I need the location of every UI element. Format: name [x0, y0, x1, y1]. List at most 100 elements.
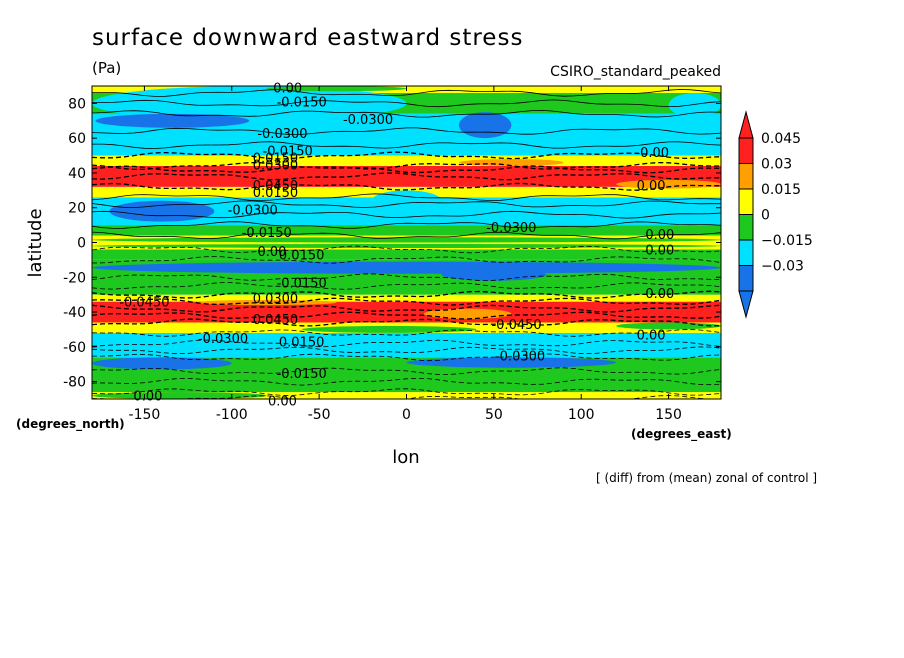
colorbar-bottom-arrow — [738, 290, 754, 319]
field-feature-7 — [616, 179, 721, 189]
contour-label-24: 0.00 — [637, 329, 666, 344]
contour-label-20: 0.0300 — [253, 292, 299, 307]
colorbar: 0.045 0.03 0.015 0 −0.015 −0.03 — [738, 110, 813, 319]
contour-line-18 — [92, 367, 721, 375]
contour-label-11: -0.0300 — [228, 203, 278, 218]
chart-subtitle: CSIRO_standard_peaked — [550, 64, 721, 80]
contour-line-14 — [92, 151, 721, 160]
contour-line-11 — [92, 193, 721, 202]
contour-label-16: 0.0150 — [279, 249, 325, 264]
contour-label-30: 0.00 — [268, 395, 297, 410]
x-tick-label-2: -50 — [308, 407, 331, 423]
contour-label-6: 0.0300 — [253, 158, 299, 173]
band-12 — [92, 165, 721, 187]
colorbar-segment-4 — [738, 239, 754, 266]
contour-line-22 — [92, 304, 721, 313]
x-tick-label-5: 100 — [568, 407, 595, 423]
field-feature-8 — [371, 190, 442, 212]
field-feature-16 — [423, 308, 512, 320]
field-feature-18 — [301, 325, 477, 333]
contour-line-19 — [92, 346, 721, 355]
contour-label-29: 0.00 — [133, 390, 162, 405]
contour-label-1: -0.0150 — [277, 96, 327, 111]
field-feature-4 — [336, 134, 459, 156]
y-axis-label: latitude — [25, 208, 46, 277]
y-tick-label-4: 0 — [77, 236, 86, 252]
colorbar-tick-label-4: −0.015 — [761, 233, 813, 249]
colorbar-tick-label-0: 0.045 — [761, 131, 801, 147]
colorbar-segment-3 — [738, 214, 754, 241]
x-tick-label-6: 150 — [655, 407, 682, 423]
contour-label-17: 0.00 — [645, 243, 674, 258]
contour-line-16 — [92, 89, 721, 97]
chart-units: (Pa) — [92, 59, 121, 77]
contour-line-17 — [92, 377, 721, 386]
field-feature-23 — [406, 357, 617, 368]
contour-line-31 — [92, 99, 721, 108]
contour-label-10: 0.00 — [637, 179, 666, 194]
footer-note: [ (diff) from (mean) zonal of control ] — [596, 471, 817, 485]
band-13 — [92, 155, 721, 166]
contour-line-26 — [92, 200, 721, 209]
y-tick-label-7: 60 — [68, 131, 86, 147]
field-feature-3 — [458, 112, 512, 139]
y-axis-ticks: -80 -60 -40 -20 0 20 40 60 80 — [63, 96, 721, 391]
band-5 — [92, 294, 721, 302]
y-tick-label-8: 80 — [68, 96, 86, 112]
field-feature-2 — [95, 113, 250, 128]
x-axis-ticks: -150 -100 -50 0 50 100 150 — [129, 86, 682, 423]
contour-line-25 — [92, 210, 721, 219]
contour-line-4 — [92, 318, 721, 327]
contour-line-15 — [92, 109, 721, 118]
field-feature-11 — [109, 200, 215, 222]
field-feature-1 — [668, 92, 721, 118]
x-axis-label: lon — [392, 447, 419, 468]
contour-label-28: -0.0150 — [277, 367, 327, 382]
contour-label-9: 0.0150 — [253, 186, 299, 201]
contour-line-5 — [92, 297, 721, 306]
contour-line-0 — [92, 395, 716, 399]
field-feature-26 — [92, 392, 267, 399]
contour-line-7 — [92, 256, 721, 264]
x-tick-label-4: 50 — [485, 407, 503, 423]
contour-label-27: -0.0300 — [495, 350, 545, 365]
contour-line-20 — [92, 339, 721, 348]
contour-label-8: 0.0450 — [253, 179, 299, 194]
field-feature-20 — [371, 338, 442, 351]
field-feature-22 — [92, 357, 232, 370]
contour-label-13: -0.0150 — [242, 226, 292, 241]
field-feature-24 — [476, 381, 512, 387]
chart-title: surface downward eastward stress — [92, 25, 523, 51]
x-tick-label-0: -150 — [129, 407, 161, 423]
heatmap-bands — [92, 86, 721, 399]
field-feature-14 — [92, 261, 721, 274]
contour-line-23 — [92, 282, 721, 290]
contour-line-2 — [92, 353, 721, 362]
contour-line-6 — [92, 290, 721, 299]
contour-line-29 — [92, 141, 721, 149]
contour-label-0: 0.00 — [273, 82, 302, 97]
contour-line-27 — [92, 172, 721, 181]
contour-line-30 — [92, 127, 721, 136]
field-feature-10 — [598, 200, 721, 222]
contour-label-26: 0.0150 — [279, 336, 325, 351]
contour-label-22: 0.0450 — [253, 313, 299, 328]
contour-label-18: -0.0150 — [277, 276, 327, 291]
y-tick-label-6: 40 — [68, 166, 86, 182]
band-7 — [92, 249, 721, 260]
contour-label-25: -0.0300 — [198, 332, 248, 347]
contour-label-2: -0.0300 — [343, 113, 393, 128]
field-feature-6 — [458, 159, 564, 166]
contour-line-13 — [92, 161, 721, 171]
contour-line-21 — [92, 311, 721, 320]
field-feature-12 — [92, 237, 721, 243]
field-feature-25 — [633, 381, 660, 387]
y-tick-label-0: -80 — [63, 375, 86, 391]
contour-label-3: -0.0300 — [257, 127, 307, 142]
contour-label-19: -0.0450 — [119, 296, 169, 311]
field-feature-13 — [92, 243, 721, 248]
contour-label-4: -0.0150 — [263, 144, 313, 159]
contour-line-12 — [92, 182, 721, 191]
contour-line-10 — [92, 221, 721, 229]
